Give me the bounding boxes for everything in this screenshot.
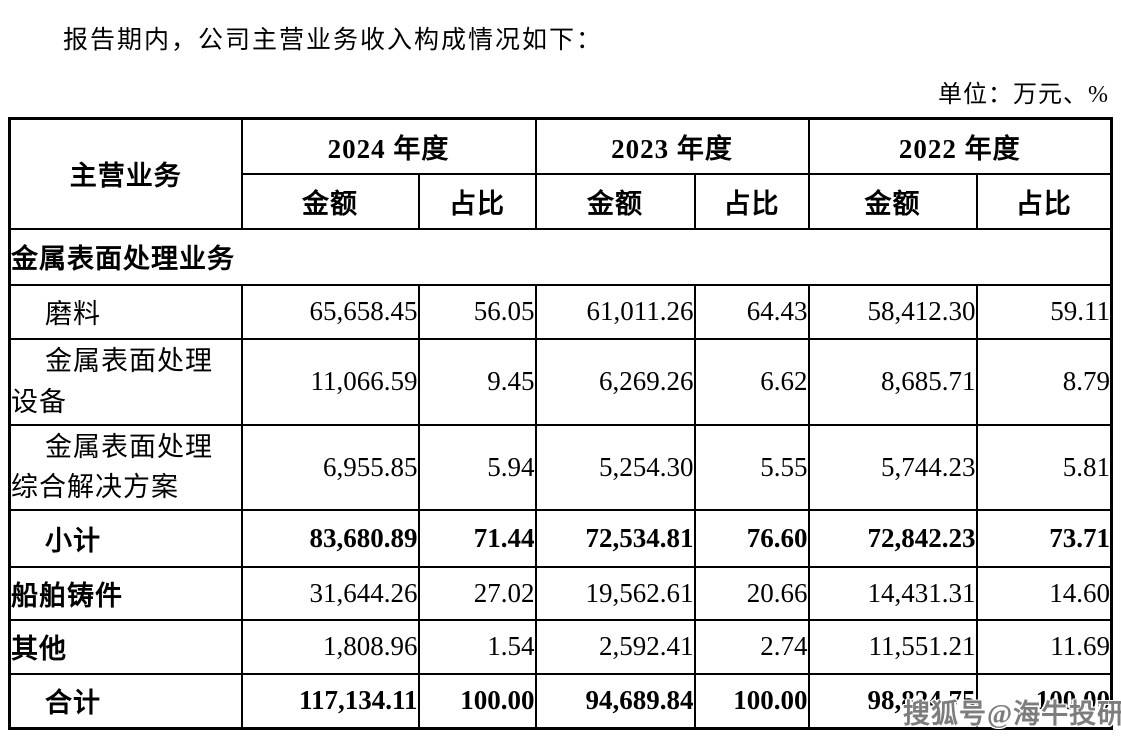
row-label: 小计: [8, 508, 243, 568]
row-label: 船舶铸件: [8, 565, 243, 621]
ratio-cell: 56.05: [417, 283, 537, 340]
ratio-cell: 5.94: [417, 423, 537, 511]
table-row-subtotal: 小计 83,680.89 71.44 72,534.81 76.60 72,84…: [8, 508, 1113, 568]
table-row-solutions: 金属表面处理 综合解决方案 6,955.85 5.94 5,254.30 5.5…: [8, 423, 1113, 511]
unit-label: 单位：万元、%: [938, 82, 1109, 108]
ratio-cell: 14.60: [975, 565, 1113, 621]
amount-cell: 31,644.26: [240, 565, 420, 621]
ratio-cell: 76.60: [693, 508, 810, 568]
section-header-label: 金属表面处理业务: [8, 227, 1113, 286]
ratio-cell: 100.00: [693, 672, 810, 730]
amount-cell: 1,808.96: [240, 618, 420, 675]
row-label: 磨料: [8, 283, 243, 340]
ratio-cell: 9.45: [417, 337, 537, 426]
amount-cell: 83,680.89: [240, 508, 420, 568]
amount-cell: 11,066.59: [240, 337, 420, 426]
ratio-cell: 5.81: [975, 423, 1113, 511]
amount-cell: 8,685.71: [807, 337, 978, 426]
ratio-cell: 64.43: [693, 283, 810, 340]
row-label: 金属表面处理 综合解决方案: [8, 423, 243, 511]
amount-cell: 98,824.75: [807, 672, 978, 730]
ratio-cell: 27.02: [417, 565, 537, 621]
year-header-2024: 2024 年度: [240, 117, 537, 175]
amount-header-2024: 金额: [240, 172, 420, 230]
ratio-cell: 73.71: [975, 508, 1113, 568]
revenue-composition-table: 主营业务 2024 年度 2023 年度 2022 年度 金额 占比 金额 占比…: [8, 117, 1113, 730]
amount-cell: 61,011.26: [534, 283, 696, 340]
amount-cell: 5,744.23: [807, 423, 978, 511]
watermark: 搜狐号@海牛投研: [903, 699, 1121, 729]
amount-cell: 6,955.85: [240, 423, 420, 511]
year-header-2023: 2023 年度: [534, 117, 810, 175]
table-row-equipment: 金属表面处理 设备 11,066.59 9.45 6,269.26 6.62 8…: [8, 337, 1113, 426]
ratio-cell: 5.55: [693, 423, 810, 511]
ratio-cell: 2.74: [693, 618, 810, 675]
table-row-total: 合计 117,134.11 100.00 94,689.84 100.00 98…: [8, 672, 1113, 730]
ratio-cell: 100.00: [975, 672, 1113, 730]
corner-header-cell: 主营业务: [8, 117, 243, 230]
header-year-row: 主营业务 2024 年度 2023 年度 2022 年度: [8, 117, 1113, 230]
table-row-abrasives: 磨料 65,658.45 56.05 61,011.26 64.43 58,41…: [8, 283, 1113, 340]
ratio-cell: 8.79: [975, 337, 1113, 426]
amount-cell: 14,431.31: [807, 565, 978, 621]
amount-cell: 6,269.26: [534, 337, 696, 426]
amount-header-2022: 金额: [807, 172, 978, 230]
section-header-row: 金属表面处理业务: [8, 227, 1113, 286]
ratio-cell: 11.69: [975, 618, 1113, 675]
amount-cell: 72,842.23: [807, 508, 978, 568]
amount-cell: 11,551.21: [807, 618, 978, 675]
year-header-2022: 2022 年度: [807, 117, 1113, 175]
ratio-cell: 6.62: [693, 337, 810, 426]
ratio-header-2023: 占比: [693, 172, 810, 230]
amount-cell: 72,534.81: [534, 508, 696, 568]
ratio-cell: 100.00: [417, 672, 537, 730]
amount-cell: 117,134.11: [240, 672, 420, 730]
ratio-cell: 71.44: [417, 508, 537, 568]
ratio-header-2022: 占比: [975, 172, 1113, 230]
header-sub-row: 金额 占比 金额 占比 金额 占比: [10, 172, 1113, 230]
amount-cell: 94,689.84: [534, 672, 696, 730]
intro-text: 报告期内，公司主营业务收入构成情况如下：: [63, 27, 604, 54]
amount-cell: 65,658.45: [240, 283, 420, 340]
row-label: 其他: [8, 618, 243, 675]
table-row-other: 其他 1,808.96 1.54 2,592.41 2.74 11,551.21…: [8, 618, 1113, 675]
ratio-cell: 59.11: [975, 283, 1113, 340]
amount-cell: 58,412.30: [807, 283, 978, 340]
amount-cell: 19,562.61: [534, 565, 696, 621]
ratio-header-2024: 占比: [417, 172, 537, 230]
amount-header-2023: 金额: [534, 172, 696, 230]
table-row-ship-castings: 船舶铸件 31,644.26 27.02 19,562.61 20.66 14,…: [8, 565, 1113, 621]
amount-cell: 2,592.41: [534, 618, 696, 675]
ratio-cell: 1.54: [417, 618, 537, 675]
ratio-cell: 20.66: [693, 565, 810, 621]
row-label: 金属表面处理 设备: [8, 337, 243, 426]
row-label: 合计: [8, 672, 243, 730]
amount-cell: 5,254.30: [534, 423, 696, 511]
